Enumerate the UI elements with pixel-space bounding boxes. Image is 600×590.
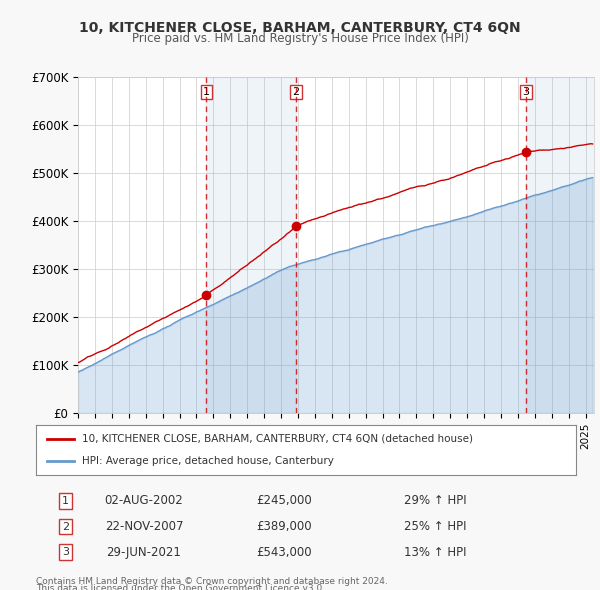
Text: 2: 2 <box>293 87 299 97</box>
Text: £543,000: £543,000 <box>257 546 312 559</box>
Text: 29% ↑ HPI: 29% ↑ HPI <box>404 494 467 507</box>
Text: Price paid vs. HM Land Registry's House Price Index (HPI): Price paid vs. HM Land Registry's House … <box>131 32 469 45</box>
Text: Contains HM Land Registry data © Crown copyright and database right 2024.: Contains HM Land Registry data © Crown c… <box>36 577 388 586</box>
Text: 2: 2 <box>62 522 69 532</box>
Text: 1: 1 <box>62 496 69 506</box>
Text: 1: 1 <box>203 87 210 97</box>
Text: 02-AUG-2002: 02-AUG-2002 <box>104 494 184 507</box>
Bar <box>206 77 296 413</box>
Text: This data is licensed under the Open Government Licence v3.0.: This data is licensed under the Open Gov… <box>36 584 325 590</box>
Text: HPI: Average price, detached house, Canterbury: HPI: Average price, detached house, Cant… <box>82 456 334 466</box>
Text: 29-JUN-2021: 29-JUN-2021 <box>107 546 181 559</box>
Text: 3: 3 <box>62 547 69 557</box>
Text: £389,000: £389,000 <box>257 520 312 533</box>
Text: 25% ↑ HPI: 25% ↑ HPI <box>404 520 467 533</box>
Text: 3: 3 <box>523 87 530 97</box>
Text: £245,000: £245,000 <box>257 494 312 507</box>
Text: 10, KITCHENER CLOSE, BARHAM, CANTERBURY, CT4 6QN (detached house): 10, KITCHENER CLOSE, BARHAM, CANTERBURY,… <box>82 434 473 444</box>
Bar <box>526 77 594 413</box>
Text: 13% ↑ HPI: 13% ↑ HPI <box>404 546 467 559</box>
Text: 10, KITCHENER CLOSE, BARHAM, CANTERBURY, CT4 6QN: 10, KITCHENER CLOSE, BARHAM, CANTERBURY,… <box>79 21 521 35</box>
Text: 22-NOV-2007: 22-NOV-2007 <box>105 520 183 533</box>
